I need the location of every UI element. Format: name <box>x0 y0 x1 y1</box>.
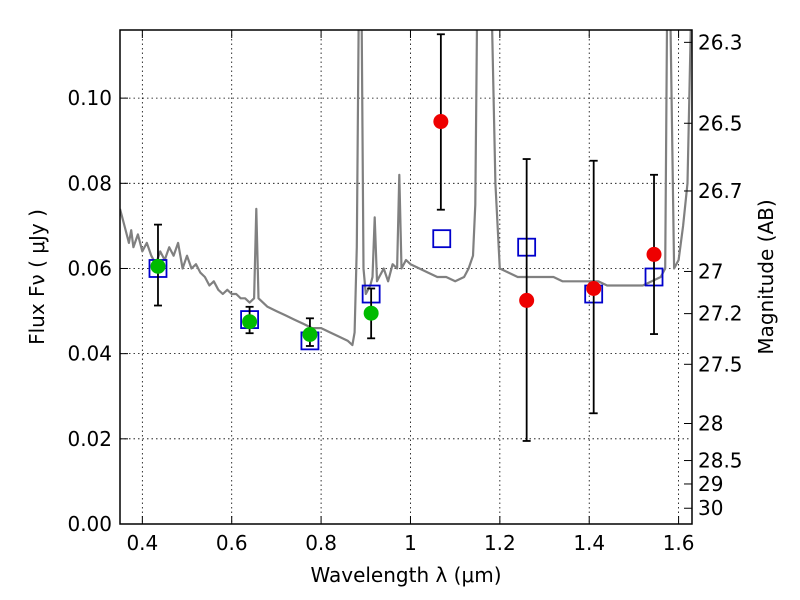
y-tick-label: 0.10 <box>67 86 112 110</box>
x-tick-label: 1 <box>404 531 417 555</box>
y-tick-label: 0.04 <box>67 342 112 366</box>
x-tick-label: 0.6 <box>216 531 248 555</box>
y2-tick-label: 26.3 <box>698 30 743 54</box>
y2-tick-label: 28 <box>698 411 723 435</box>
observed-point-green <box>302 326 318 342</box>
y2-tick-label: 26.7 <box>698 179 743 203</box>
plot-frame <box>119 29 693 525</box>
y-tick-label: 0.02 <box>67 427 112 451</box>
model-spectrum-line <box>120 30 692 347</box>
y-tick-label: 0.00 <box>67 512 112 536</box>
x-tick-label: 0.8 <box>305 531 337 555</box>
y-axis-left: 0.00 0.02 0.04 0.06 0.08 0.10 <box>67 86 128 536</box>
y-tick-label: 0.08 <box>67 171 112 195</box>
y-tick-label: 0.06 <box>67 256 112 280</box>
y2-tick-label: 27.2 <box>698 302 743 326</box>
observed-point-red <box>646 246 662 262</box>
x-axis: 0.4 0.6 0.8 1 1.2 1.4 1.6 <box>126 30 695 555</box>
x-axis-label: Wavelength λ (μm) <box>310 563 501 587</box>
x-tick-label: 1.6 <box>663 531 695 555</box>
plot-area <box>120 30 692 524</box>
y2-axis-label: Magnitude (AB) <box>754 199 778 354</box>
y2-tick-label: 30 <box>698 496 723 520</box>
y2-tick-label: 27 <box>698 259 723 283</box>
data-layer <box>120 30 692 347</box>
x-tick-label: 0.4 <box>126 531 158 555</box>
marker-layer <box>148 33 664 442</box>
observed-point-green <box>242 314 258 330</box>
observed-point-red <box>519 292 535 308</box>
observed-point-red <box>433 114 449 130</box>
y2-tick-label: 27.5 <box>698 352 743 376</box>
y2-tick-label: 26.5 <box>698 111 743 135</box>
x-tick-label: 1.2 <box>484 531 516 555</box>
observed-point-green <box>363 305 379 321</box>
x-tick-label: 1.4 <box>573 531 605 555</box>
observed-point-red <box>586 280 602 296</box>
model-photometry-square <box>432 229 452 249</box>
y2-tick-label: 28.5 <box>698 449 743 473</box>
observed-point-green <box>150 258 166 274</box>
y2-tick-label: 29 <box>698 472 723 496</box>
y-axis-label: Flux Fν ( μJy ) <box>25 209 49 345</box>
